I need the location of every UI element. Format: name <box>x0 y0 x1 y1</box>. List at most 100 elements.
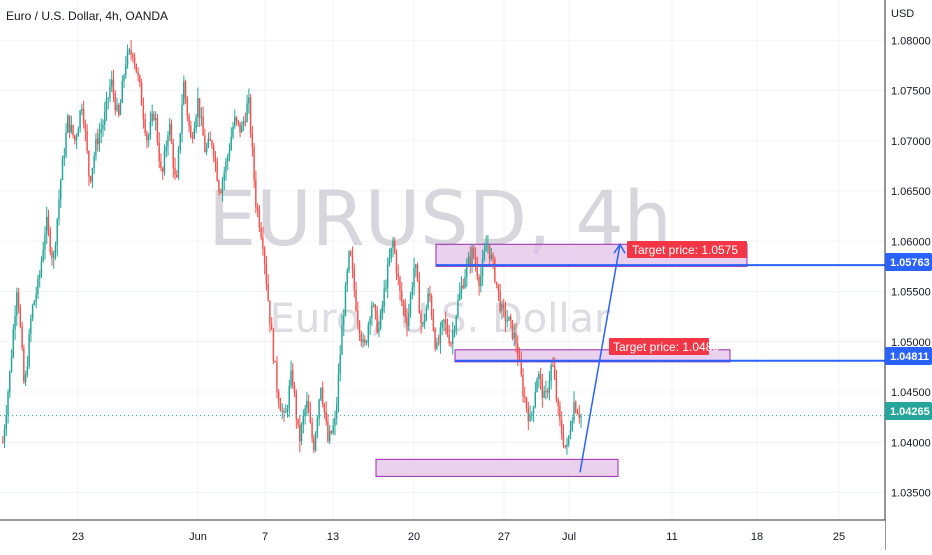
price-tick-label: 1.06500 <box>891 186 931 198</box>
candle-body <box>82 109 85 124</box>
candle-body <box>135 63 138 73</box>
candle-body <box>123 75 125 82</box>
candle-body <box>524 396 526 398</box>
candle-body <box>190 126 192 138</box>
candle-body <box>63 155 65 159</box>
zone-rect <box>375 458 619 477</box>
candle-body <box>130 49 132 55</box>
candle-body <box>52 253 55 259</box>
candle-body <box>441 321 443 328</box>
candle-body <box>293 385 296 393</box>
lines-layer <box>436 242 885 473</box>
price-axis[interactable] <box>885 0 932 550</box>
candle-body <box>420 313 422 324</box>
projection-arrow <box>579 244 621 473</box>
candle-body <box>557 399 559 406</box>
candle-body <box>395 252 398 273</box>
candle-body <box>239 122 241 133</box>
candle-body <box>214 156 217 162</box>
candle-body <box>95 138 97 157</box>
candle-body <box>269 300 271 325</box>
candle-body <box>177 149 180 178</box>
candle-body <box>161 168 164 172</box>
candle-body <box>183 81 185 105</box>
candle-body <box>460 285 463 293</box>
candle-body <box>478 276 480 287</box>
candle-body <box>448 334 450 344</box>
time-ticks: 23 Jun 7 13 20 27 Jul 11 18 25 <box>72 531 845 543</box>
candle-body <box>534 392 537 407</box>
candle-body <box>70 125 73 133</box>
candle-body <box>9 371 11 393</box>
candle-body <box>270 324 273 331</box>
candle-body <box>451 331 454 344</box>
time-tick-label: Jul <box>562 531 576 543</box>
candle-body <box>246 103 248 122</box>
candle-body <box>228 149 231 157</box>
candle-body <box>105 98 108 112</box>
time-tick-label: 25 <box>833 531 845 543</box>
candle-body <box>174 167 176 175</box>
candle-body <box>132 54 134 58</box>
candle-body <box>399 277 401 291</box>
candle-body <box>44 234 46 250</box>
candle-body <box>552 365 554 367</box>
price-tag-current-text: 1.04265 <box>890 406 930 418</box>
candle-body <box>218 180 220 193</box>
candle-body <box>30 318 32 334</box>
price-tag-upper-bg <box>885 253 932 271</box>
candle-body <box>163 151 166 172</box>
candle-body <box>172 143 174 168</box>
candle-body <box>355 289 357 311</box>
candle-body <box>344 284 347 316</box>
candle-body <box>67 115 69 133</box>
candle-body <box>360 334 363 343</box>
candle-body <box>26 366 29 375</box>
candle-body <box>328 431 331 442</box>
candle-body <box>226 156 229 162</box>
candle-body <box>100 129 102 134</box>
candle-body <box>295 392 297 419</box>
target-upper-label[interactable]: Target price: 1.0575 <box>627 241 747 258</box>
candle-body <box>469 256 471 265</box>
target-lower-label[interactable]: Target price: 1.0480 <box>609 338 719 355</box>
candle-body <box>292 370 294 386</box>
candle-body <box>265 263 268 284</box>
candle-body <box>446 324 449 335</box>
candle-body <box>495 281 498 285</box>
candle-body <box>429 293 431 297</box>
candle-body <box>72 125 74 136</box>
time-axis[interactable] <box>0 520 885 550</box>
candle-body <box>241 124 243 133</box>
candle-body <box>165 146 167 152</box>
candle-body <box>144 119 146 134</box>
candle-body <box>137 72 139 76</box>
candle-body <box>321 387 324 404</box>
price-tick-label: 1.07000 <box>891 136 931 148</box>
candle-body <box>251 133 254 148</box>
candle-body <box>337 373 340 405</box>
candle-body <box>515 332 517 345</box>
candle-body <box>133 57 136 64</box>
candle-body <box>453 329 456 332</box>
candle-body <box>142 105 145 120</box>
candle-body <box>499 291 501 312</box>
candle-body <box>413 267 415 288</box>
time-tick-label: 20 <box>408 531 420 543</box>
candle-body <box>334 418 336 426</box>
target-upper-text: Target price: 1.0575 <box>632 243 738 257</box>
candle-body <box>61 158 64 180</box>
candle-body <box>481 259 484 277</box>
candle-body <box>219 192 222 194</box>
candle-body <box>119 102 122 115</box>
candle-body <box>397 272 399 278</box>
candle-body <box>385 287 387 289</box>
candle-body <box>418 280 421 314</box>
candle-body <box>153 113 155 120</box>
chart-title: Euro / U.S. Dollar, 4h, OANDA <box>6 9 168 23</box>
candle-body <box>118 104 120 115</box>
candle-body <box>327 421 329 442</box>
candle-body <box>170 123 173 144</box>
